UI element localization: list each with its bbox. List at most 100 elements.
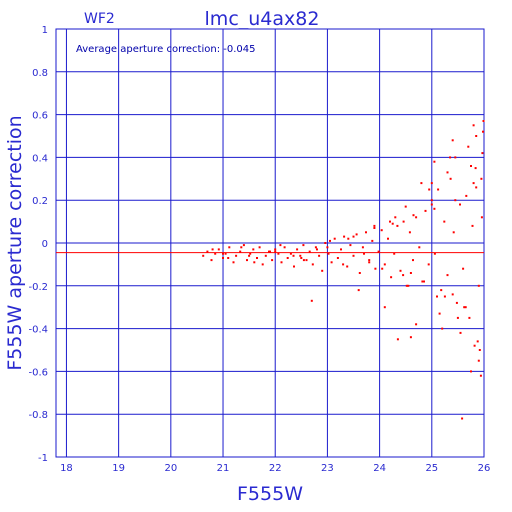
data-point <box>256 257 258 259</box>
data-point <box>477 359 480 362</box>
data-point <box>235 254 238 257</box>
data-point <box>464 306 467 309</box>
data-point <box>314 246 317 249</box>
data-point <box>271 259 274 262</box>
data-point <box>473 344 476 347</box>
data-point <box>409 272 412 274</box>
data-point <box>206 250 209 253</box>
data-point <box>330 261 333 264</box>
data-point <box>371 239 374 242</box>
data-point <box>349 244 352 247</box>
chart-title: lmc_u4ax82 <box>205 8 320 30</box>
data-point <box>479 374 482 377</box>
data-point <box>475 135 478 137</box>
data-point <box>440 289 443 292</box>
data-point <box>217 248 220 251</box>
data-point <box>421 280 424 283</box>
data-point <box>407 284 410 287</box>
data-point <box>454 156 457 159</box>
x-tick-label: 23 <box>321 463 334 474</box>
data-point <box>389 220 391 223</box>
data-point <box>240 246 243 249</box>
data-point <box>482 130 484 133</box>
x-tick-label: 25 <box>425 463 438 474</box>
data-point <box>481 152 484 155</box>
data-point <box>239 250 242 253</box>
y-tick-label: -0.6 <box>28 367 48 378</box>
x-tick-label: 19 <box>112 463 125 474</box>
data-point <box>363 252 365 255</box>
data-point <box>383 263 386 266</box>
data-point <box>274 248 277 251</box>
data-point <box>409 336 412 339</box>
data-point <box>405 284 408 287</box>
data-point <box>441 327 444 330</box>
y-tick-label: 1 <box>42 25 48 36</box>
data-point <box>412 214 415 217</box>
y-tick-label: 0.6 <box>32 111 48 122</box>
data-point <box>264 254 267 257</box>
y-tick-label: 0.8 <box>32 68 48 79</box>
data-point <box>475 186 478 189</box>
data-point <box>478 349 481 351</box>
data-point <box>480 216 483 219</box>
x-axis-label: F555W <box>237 483 303 505</box>
tick-labels: 18 19 20 21 22 23 24 25 26 -1 -0.8 -0.6 -0.4 -0.2 0 0.2… <box>28 25 490 474</box>
x-tick-label: 26 <box>478 463 491 474</box>
data-point <box>253 261 256 264</box>
data-point <box>246 259 248 262</box>
data-point <box>462 267 465 270</box>
data-point <box>449 156 452 159</box>
data-point <box>318 254 321 257</box>
data-point <box>415 216 418 219</box>
data-point <box>377 250 380 253</box>
data-point <box>346 265 349 268</box>
data-point <box>415 323 418 326</box>
data-point <box>347 237 350 240</box>
data-point <box>436 295 438 298</box>
data-point <box>224 252 227 255</box>
data-point <box>451 139 454 142</box>
data-point <box>424 209 427 212</box>
data-point <box>305 259 308 262</box>
data-point <box>296 248 299 251</box>
data-point <box>443 295 446 298</box>
data-point <box>454 199 457 202</box>
data-point <box>433 207 436 210</box>
data-point <box>292 254 295 257</box>
data-point <box>430 199 433 202</box>
data-point <box>326 246 329 249</box>
data-point <box>412 259 414 262</box>
data-point <box>228 246 231 249</box>
data-point <box>472 182 475 185</box>
data-point <box>430 203 433 206</box>
data-point <box>446 274 449 277</box>
data-point <box>361 246 364 249</box>
data-point <box>474 167 477 170</box>
data-point <box>455 301 458 304</box>
x-tick-label: 22 <box>269 463 282 474</box>
y-tick-label: -1 <box>38 453 48 464</box>
data-point <box>404 205 407 208</box>
data-point <box>393 252 396 255</box>
data-point <box>283 246 286 249</box>
data-point <box>279 244 282 247</box>
data-point <box>277 252 280 255</box>
data-point <box>269 250 271 253</box>
average-annotation: Average aperture correction: -0.045 <box>76 44 256 55</box>
data-point <box>381 267 384 270</box>
data-point <box>302 259 305 262</box>
data-point <box>394 216 397 219</box>
data-point <box>438 312 441 315</box>
data-point <box>352 254 355 257</box>
data-point <box>227 257 230 259</box>
data-point <box>456 316 459 319</box>
data-point <box>274 250 277 253</box>
data-point <box>242 244 245 247</box>
data-point <box>390 276 393 279</box>
data-point <box>470 370 472 373</box>
data-point <box>420 182 423 185</box>
data-point <box>355 233 358 236</box>
data-point <box>482 120 485 122</box>
